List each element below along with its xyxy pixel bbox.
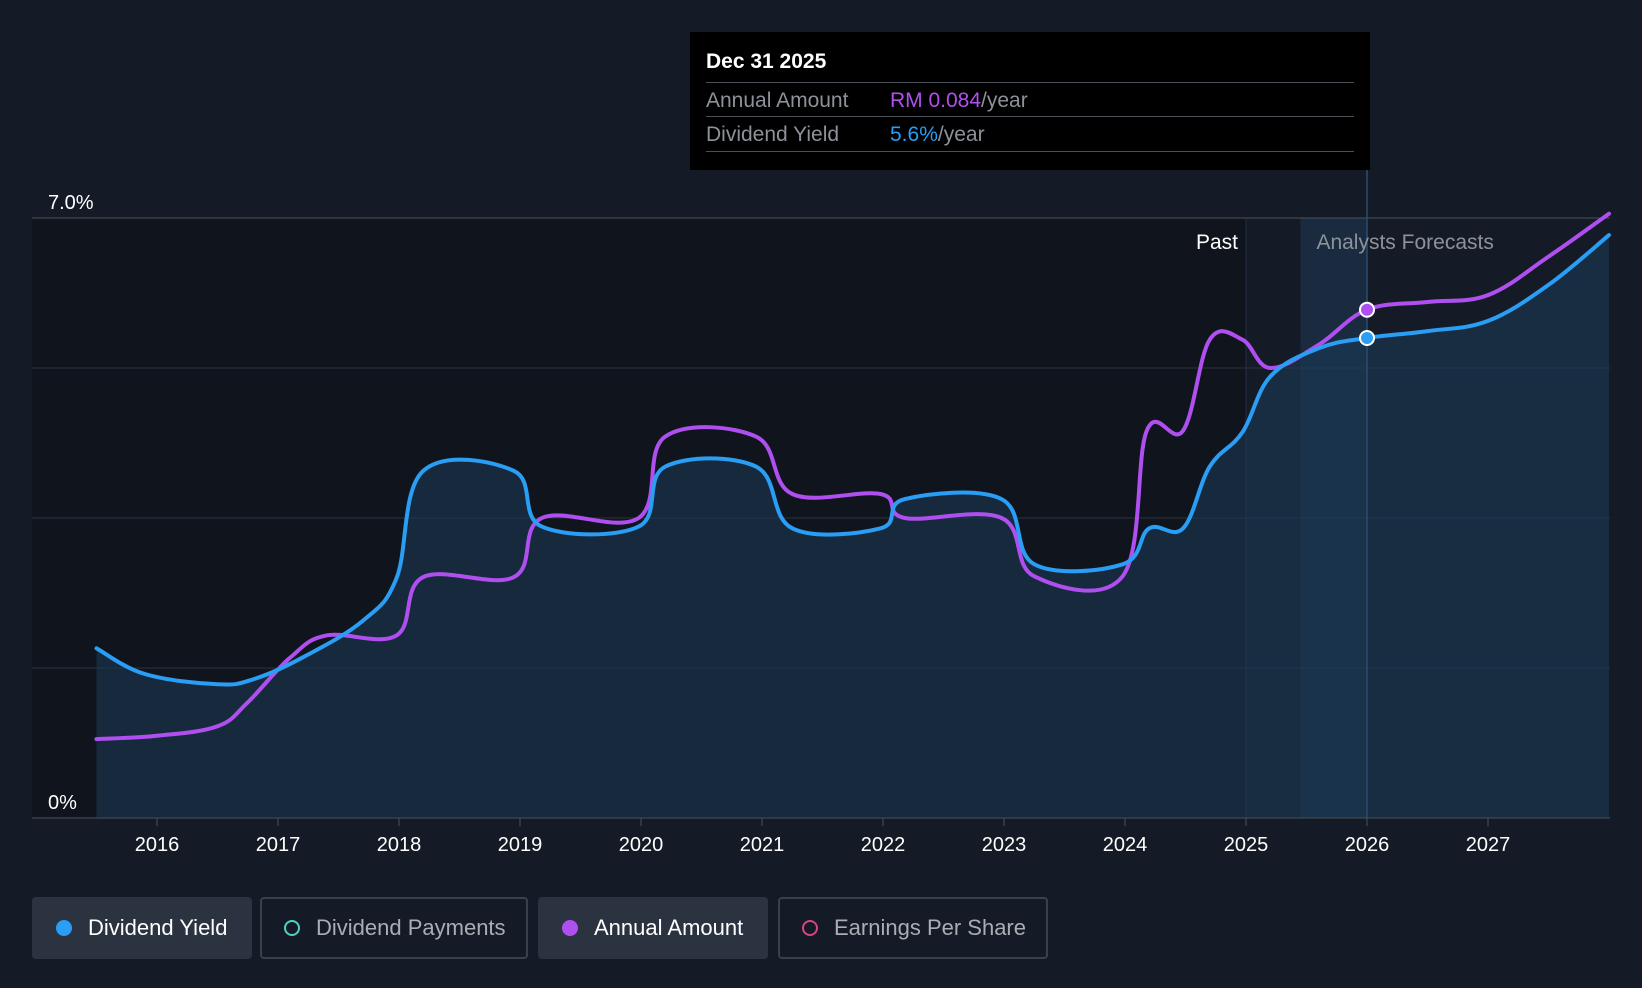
- past-region-label: Past: [1196, 231, 1238, 254]
- tooltip-yield-value: 5.6%: [890, 123, 938, 146]
- y-tick-label: 7.0%: [48, 192, 94, 214]
- legend-earnings-per-share-label: Earnings Per Share: [834, 915, 1026, 940]
- x-tick-label: 2016: [135, 834, 180, 856]
- tooltip-annual-value: RM 0.084: [890, 89, 982, 112]
- tooltip-annual-value-wrap: RM 0.084/year: [890, 89, 1028, 113]
- x-tick-label: 2023: [982, 834, 1027, 856]
- chart-tooltip: Dec 31 2025 Annual Amount RM 0.084/year …: [690, 32, 1370, 170]
- tooltip-yield-value-wrap: 5.6%/year: [890, 123, 985, 147]
- x-tick-label: 2024: [1103, 834, 1148, 856]
- x-tick-label: 2026: [1345, 834, 1390, 856]
- tooltip-annual-row: Annual Amount RM 0.084/year: [706, 82, 1354, 117]
- tooltip-date: Dec 31 2025: [706, 50, 827, 73]
- x-tick-label: 2018: [377, 834, 422, 856]
- dividend-yield-line: [94, 233, 1611, 687]
- legend-annual-amount-dot-icon: [562, 920, 578, 936]
- legend-dividend-yield-dot-icon: [56, 920, 72, 936]
- x-tick-label: 2019: [498, 834, 543, 856]
- tooltip-yield-label: Dividend Yield: [706, 123, 840, 146]
- x-tick-label: 2027: [1466, 834, 1511, 856]
- dividend-yield-marker: [1359, 330, 1375, 346]
- legend-dividend-yield-label: Dividend Yield: [88, 915, 228, 940]
- tooltip-annual-unit: /year: [981, 89, 1028, 112]
- tooltip-yield-row: Dividend Yield 5.6%/year: [706, 116, 1354, 152]
- legend-annual-amount-button[interactable]: Annual Amount: [538, 897, 768, 959]
- tooltip-yield-unit: /year: [937, 123, 985, 146]
- y-tick-label: 0%: [48, 792, 77, 814]
- legend-dividend-yield-button[interactable]: Dividend Yield: [32, 897, 252, 959]
- dividend-yield-area: [96, 235, 1609, 819]
- x-tick-label: 2022: [861, 834, 906, 856]
- legend-dividend-payments-button[interactable]: Dividend Payments: [260, 897, 528, 959]
- legend-dividend-payments-dot-icon: [284, 920, 300, 936]
- x-tick-label: 2017: [256, 834, 301, 856]
- legend-earnings-per-share-dot-icon: [802, 920, 818, 936]
- legend-earnings-per-share-button[interactable]: Earnings Per Share: [778, 897, 1048, 959]
- annual-amount-marker: [1359, 301, 1375, 318]
- x-tick-label: 2025: [1224, 834, 1269, 856]
- tooltip-annual-label: Annual Amount: [706, 89, 849, 112]
- legend-dividend-payments-label: Dividend Payments: [316, 915, 506, 940]
- x-tick-label: 2020: [619, 834, 664, 856]
- legend-annual-amount-label: Annual Amount: [594, 915, 744, 940]
- forecast-region-label: Analysts Forecasts: [1316, 231, 1493, 254]
- x-tick-label: 2021: [740, 834, 785, 856]
